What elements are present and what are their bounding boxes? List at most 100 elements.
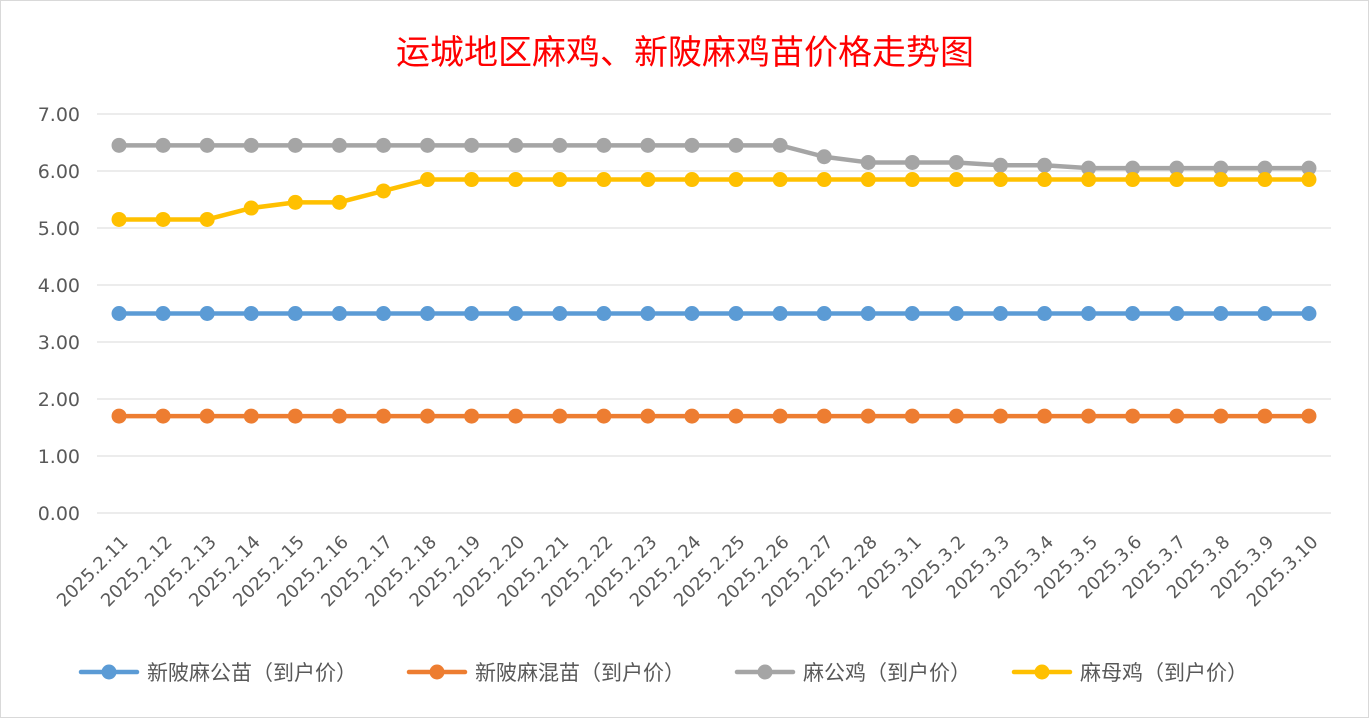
data-point: [331, 306, 347, 321]
data-point: [1081, 160, 1097, 176]
data-point: [1081, 408, 1097, 424]
data-point: [860, 408, 876, 424]
data-point: [772, 408, 788, 424]
data-point: [904, 154, 920, 170]
legend-marker: [1034, 664, 1050, 680]
legend-marker: [757, 664, 773, 680]
data-point: [552, 306, 568, 321]
data-point: [1257, 306, 1273, 321]
data-point: [1169, 172, 1185, 188]
y-tick-label: 4.00: [38, 275, 80, 297]
data-point: [1081, 172, 1097, 188]
data-point: [1301, 408, 1317, 424]
data-point: [464, 137, 480, 153]
y-tick-label: 3.00: [38, 332, 80, 354]
data-point: [287, 137, 303, 153]
data-point: [948, 154, 964, 170]
data-point: [948, 172, 964, 188]
data-point: [1301, 160, 1317, 176]
data-point: [1125, 306, 1141, 321]
series-lines: [111, 137, 1317, 424]
data-point: [243, 137, 259, 153]
data-point: [1257, 160, 1273, 176]
data-point: [992, 408, 1008, 424]
data-point: [992, 306, 1008, 321]
y-tick-label: 7.00: [38, 104, 80, 126]
data-point: [860, 154, 876, 170]
data-point: [816, 172, 832, 188]
data-point: [992, 172, 1008, 188]
data-point: [111, 306, 127, 321]
data-point: [420, 172, 436, 188]
data-point: [640, 137, 656, 153]
chart-title: 运城地区麻鸡、新陂麻鸡苗价格走势图: [396, 33, 974, 73]
data-point: [375, 408, 391, 424]
data-point: [596, 408, 612, 424]
data-point: [860, 172, 876, 188]
data-point: [1301, 172, 1317, 188]
data-point: [420, 306, 436, 321]
data-point: [1081, 306, 1097, 321]
data-point: [464, 306, 480, 321]
data-point: [552, 408, 568, 424]
data-point: [111, 408, 127, 424]
data-point: [375, 137, 391, 153]
data-point: [375, 306, 391, 321]
legend-item: 麻公鸡（到户价）: [734, 661, 971, 685]
series-line: [116, 143, 1312, 171]
data-point: [904, 306, 920, 321]
legend-item: 新陂麻公苗（到户价）: [78, 661, 357, 685]
data-point: [199, 137, 215, 153]
data-point: [816, 306, 832, 321]
data-point: [199, 211, 215, 227]
data-point: [243, 408, 259, 424]
legend-item: 新陂麻混苗（到户价）: [406, 661, 685, 685]
data-point: [552, 137, 568, 153]
data-point: [331, 137, 347, 153]
data-point: [287, 408, 303, 424]
data-point: [375, 183, 391, 199]
data-point: [1037, 306, 1053, 321]
data-point: [772, 306, 788, 321]
data-point: [1169, 160, 1185, 176]
data-point: [331, 408, 347, 424]
data-point: [772, 172, 788, 188]
data-point: [596, 172, 612, 188]
data-point: [1125, 172, 1141, 188]
legend-marker: [101, 664, 117, 680]
data-point: [684, 408, 700, 424]
data-point: [948, 408, 964, 424]
data-point: [155, 211, 171, 227]
x-axis-tick-labels: 2025.2.112025.2.122025.2.132025.2.142025…: [53, 532, 1323, 612]
gridlines: [97, 113, 1331, 514]
legend-label: 麻公鸡（到户价）: [803, 661, 971, 685]
data-point: [111, 211, 127, 227]
data-point: [728, 306, 744, 321]
series-line: [116, 177, 1312, 222]
data-point: [728, 172, 744, 188]
series-group: [111, 172, 1317, 227]
data-point: [1037, 172, 1053, 188]
data-point: [420, 408, 436, 424]
data-point: [508, 306, 524, 321]
data-point: [684, 137, 700, 153]
data-point: [948, 306, 964, 321]
data-point: [640, 408, 656, 424]
data-point: [1169, 306, 1185, 321]
y-tick-label: 0.00: [38, 503, 80, 525]
data-point: [1213, 172, 1229, 188]
data-point: [596, 306, 612, 321]
legend-label: 麻母鸡（到户价）: [1080, 661, 1248, 685]
y-tick-label: 2.00: [38, 389, 80, 411]
data-point: [640, 306, 656, 321]
data-point: [199, 306, 215, 321]
data-point: [464, 408, 480, 424]
data-point: [508, 172, 524, 188]
data-point: [1301, 306, 1317, 321]
data-point: [728, 137, 744, 153]
data-point: [1125, 408, 1141, 424]
data-point: [684, 306, 700, 321]
data-point: [111, 137, 127, 153]
data-point: [1037, 157, 1053, 173]
